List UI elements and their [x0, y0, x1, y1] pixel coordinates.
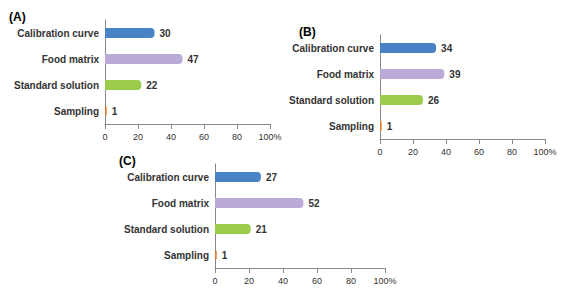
svg-text:100%: 100% [258, 132, 281, 142]
svg-text:34: 34 [441, 43, 453, 54]
svg-text:100%: 100% [533, 147, 556, 157]
svg-text:Food matrix: Food matrix [42, 54, 100, 65]
svg-text:47: 47 [188, 54, 200, 65]
svg-text:Calibration curve: Calibration curve [127, 172, 209, 183]
svg-text:60: 60 [474, 147, 484, 157]
svg-text:27: 27 [266, 172, 278, 183]
svg-text:40: 40 [278, 276, 288, 286]
svg-text:1: 1 [387, 121, 393, 132]
svg-text:20: 20 [133, 132, 143, 142]
svg-text:22: 22 [146, 80, 158, 91]
svg-text:30: 30 [160, 28, 172, 39]
svg-text:60: 60 [199, 132, 209, 142]
svg-text:26: 26 [428, 95, 440, 106]
svg-text:Standard solution: Standard solution [124, 224, 209, 235]
svg-text:Sampling: Sampling [54, 106, 99, 117]
svg-text:Food matrix: Food matrix [317, 69, 375, 80]
svg-text:(B): (B) [299, 25, 316, 39]
svg-text:0: 0 [212, 276, 217, 286]
svg-text:40: 40 [166, 132, 176, 142]
svg-text:Calibration curve: Calibration curve [292, 43, 374, 54]
svg-text:0: 0 [377, 147, 382, 157]
svg-text:Standard solution: Standard solution [289, 95, 374, 106]
svg-text:(A): (A) [9, 10, 26, 24]
svg-text:39: 39 [449, 69, 461, 80]
svg-text:40: 40 [441, 147, 451, 157]
svg-text:20: 20 [408, 147, 418, 157]
svg-text:Sampling: Sampling [329, 121, 374, 132]
svg-text:20: 20 [244, 276, 254, 286]
svg-text:1: 1 [112, 106, 118, 117]
svg-text:21: 21 [256, 224, 268, 235]
svg-text:52: 52 [308, 198, 320, 209]
svg-text:60: 60 [312, 276, 322, 286]
svg-text:80: 80 [346, 276, 356, 286]
svg-text:(C): (C) [119, 154, 136, 168]
svg-text:80: 80 [232, 132, 242, 142]
svg-text:80: 80 [507, 147, 517, 157]
svg-text:Standard solution: Standard solution [14, 80, 99, 91]
svg-text:Food matrix: Food matrix [152, 198, 210, 209]
svg-text:Sampling: Sampling [164, 250, 209, 261]
svg-text:Calibration curve: Calibration curve [17, 28, 99, 39]
svg-text:0: 0 [102, 132, 107, 142]
svg-text:1: 1 [222, 250, 228, 261]
svg-text:100%: 100% [373, 276, 396, 286]
